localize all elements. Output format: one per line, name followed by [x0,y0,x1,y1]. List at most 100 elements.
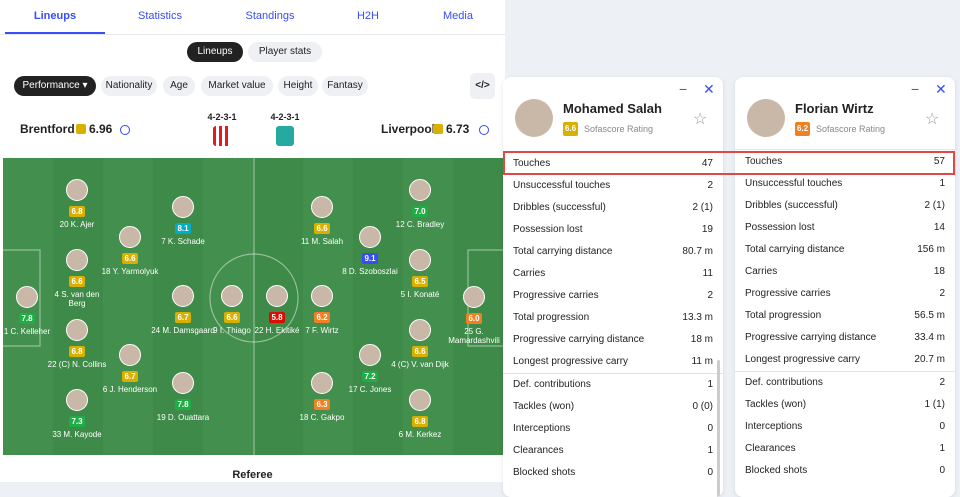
stat-value: 2 [707,290,713,302]
stat-row: Progressive carrying distance 18 m [503,329,723,351]
player-avatar [66,389,88,411]
player-name: 25 G. Mamardashvili [448,327,500,345]
player: 6.0 25 G. Mamardashvili [442,286,505,345]
stat-value: 0 (0) [692,400,713,412]
team-rating: 6.96 [89,122,113,136]
player-name: 7 F. Wirtz [305,326,339,335]
player-rating: 6.6 [122,253,138,264]
info-icon[interactable] [120,125,130,135]
scrollbar [717,360,720,497]
close-button[interactable]: ✕ [935,81,947,97]
player-name: 20 K. Ajer [59,220,95,229]
player-avatar [66,319,88,341]
player: 6.5 5 I. Konaté [388,249,452,299]
player-name: 7 K. Schade [161,237,205,246]
stat-value: 56.5 m [914,310,945,322]
embed-button[interactable]: </> [470,73,495,99]
player: 8.1 7 K. Schade [151,196,215,246]
player: 7.8 1 C. Kelleher [3,286,59,336]
player-rating: 6.2 [314,312,330,323]
stat-label: Def. contributions [513,378,591,390]
stat-label: Total carrying distance [513,245,613,257]
formation: 4-2-3-1 [207,112,237,122]
player-avatar [172,372,194,394]
stat-value: 11 m [691,356,714,368]
player-name: 6 M. Kerkez [398,430,442,439]
stat-row: Blocked shots 0 [735,459,955,481]
player: 7.8 19 D. Ouattara [151,372,215,422]
stat-label: Tackles (won) [513,400,575,412]
stat-label: Carries [745,266,778,278]
stat-row: Total carrying distance 156 m [735,238,955,260]
player: 6.6 4 S. van den Berg [45,249,109,308]
player-avatar [409,319,431,341]
player-rating: 7.3 [69,416,85,427]
player-rating: 6.6 [314,223,330,234]
star-button[interactable]: ☆ [925,111,940,128]
player: 7.2 17 C. Jones [338,344,402,394]
player-rating: 6.6 [224,312,240,323]
stat-row: Clearances 1 [735,437,955,459]
player-name: 18 Y. Yarmolyuk [101,267,159,276]
player-avatar [359,226,381,248]
stat-label: Progressive carries [745,288,831,300]
filter[interactable]: Age [163,76,195,96]
player: 6.2 7 F. Wirtz [290,285,354,335]
player: 6.8 20 K. Ajer [45,179,109,229]
player-name: 9 I. Thiago [213,326,251,335]
player-avatar [266,285,288,307]
close-button[interactable]: ✕ [703,81,715,97]
stat-value: 20.7 m [914,354,945,366]
rating-label: Sofascore Rating [816,124,886,134]
avatar [515,99,553,137]
player-rating: 6.7 [175,312,191,323]
player-name: 4 (C) V. van Dijk [391,360,449,369]
stat-label: Interceptions [745,420,803,432]
player-rating: 6.6 [563,122,578,136]
player-avatar [463,286,485,308]
player-rating: 6.8 [69,206,85,217]
filter[interactable]: Height [278,76,318,96]
player: 6.3 18 C. Gakpo [290,372,354,422]
stat-label: Possession lost [513,223,583,235]
filter[interactable]: Fantasy [322,76,368,96]
tab[interactable]: Standings [245,10,295,22]
filter[interactable]: Nationality [101,76,157,96]
player-name: 1 C. Kelleher [3,327,51,336]
stat-row: Def. contributions 1 [503,372,723,395]
stat-value: 47 [701,157,713,169]
star-button[interactable]: ☆ [693,111,708,128]
subtab[interactable]: Lineups [187,42,243,62]
player-name: 11 M. Salah [300,237,344,246]
pitch: 7.8 1 C. Kelleher 6.8 20 K. Ajer 6.6 4 S. van… [3,158,505,455]
stat-row: Carries 18 [735,260,955,282]
stat-list: Touches 57 Unsuccessful touches 1 Dribbles (… [735,149,955,481]
stat-row: Dribbles (successful) 2 (1) [503,196,723,218]
rating-icon [76,124,86,134]
player-rating: 6.0 [466,313,482,324]
stat-row: Tackles (won) 0 (0) [503,395,723,417]
tab[interactable]: Lineups [33,10,77,22]
stat-row: Possession lost 14 [735,216,955,238]
filter[interactable]: Market value [201,76,273,96]
stat-label: Def. contributions [745,376,823,388]
player-rating: 6.5 [412,276,428,287]
filter[interactable]: Performance ▾ [14,76,96,96]
minimize-button[interactable]: − [679,81,688,97]
stat-row: Def. contributions 2 [735,370,955,393]
stat-value: 2 [939,376,945,388]
tab[interactable]: Media [443,10,473,22]
minimize-button[interactable]: − [911,81,920,97]
player-rating: 6.6 [69,276,85,287]
player-name: 33 M. Kayode [52,430,102,439]
subtab[interactable]: Player stats [248,42,322,62]
player-avatar [66,179,88,201]
player-avatar [409,389,431,411]
stat-row: Clearances 1 [503,439,723,461]
player-avatar [66,249,88,271]
match-panel: Lineups Statistics Standings H2H Media L… [0,0,505,482]
player-rating: 6.6 [412,346,428,357]
tab[interactable]: H2H [356,10,379,22]
tab[interactable]: Statistics [137,10,182,22]
info-icon[interactable] [479,125,489,135]
